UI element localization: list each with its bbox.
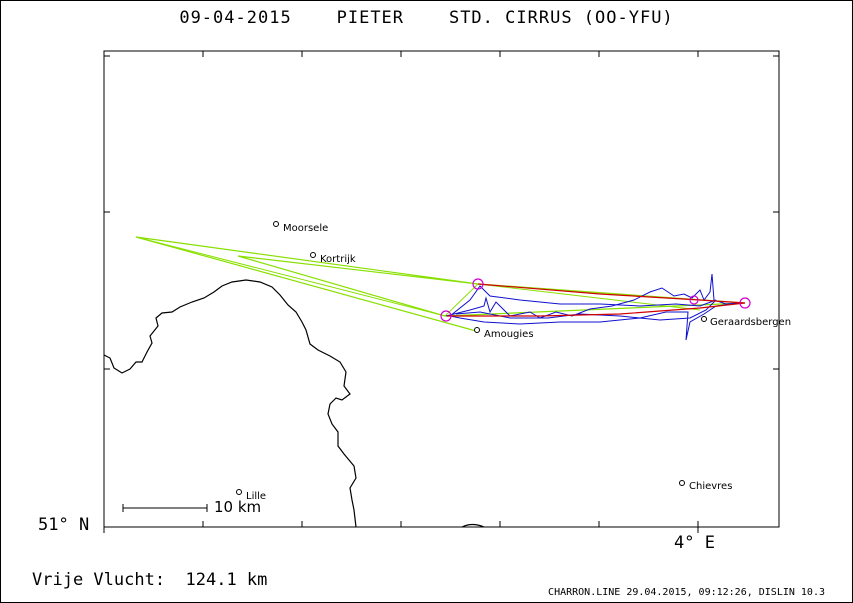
town-label-amougies: Amougies bbox=[484, 329, 534, 340]
free-flight-distance: Vrije Vlucht: 124.1 km bbox=[32, 570, 268, 590]
town-label-kortrijk: Kortrijk bbox=[320, 254, 356, 265]
latitude-label: 51° N bbox=[38, 515, 90, 535]
town-marker bbox=[273, 221, 279, 227]
town-marker bbox=[701, 316, 707, 322]
longitude-label: 4° E bbox=[674, 533, 715, 553]
axis-ticks bbox=[103, 51, 779, 533]
town-marker bbox=[474, 327, 480, 333]
town-marker bbox=[310, 252, 316, 258]
turnpoint-marker bbox=[440, 310, 452, 322]
turnpoints bbox=[440, 278, 751, 322]
plot-footer: CHARRON.LINE 29.04.2015, 09:12:26, DISLI… bbox=[548, 587, 825, 598]
border-fragment bbox=[461, 523, 485, 528]
town-markers bbox=[236, 221, 707, 495]
town-label-lille: Lille bbox=[246, 491, 267, 502]
turnpoint-marker bbox=[739, 297, 751, 309]
town-marker bbox=[679, 480, 685, 486]
country-border bbox=[103, 279, 357, 528]
town-marker bbox=[236, 489, 242, 495]
town-label-chievres: Chievres bbox=[689, 481, 733, 492]
scale-bar bbox=[122, 504, 208, 512]
flight-title: 09-04-2015 PIETER STD. CIRRUS (OO-YFU) bbox=[179, 8, 674, 28]
town-label-geraardsbergen: Geraardsbergen bbox=[710, 317, 792, 328]
task-line-inner bbox=[135, 236, 701, 317]
scale-bar-label: 10 km bbox=[214, 498, 262, 516]
turnpoint-marker bbox=[689, 295, 699, 305]
flight-track bbox=[445, 273, 741, 341]
plot-area bbox=[103, 50, 780, 528]
town-label-moorsele: Moorsele bbox=[283, 223, 329, 234]
turnpoint-marker bbox=[472, 278, 484, 290]
final-glide bbox=[447, 283, 746, 317]
